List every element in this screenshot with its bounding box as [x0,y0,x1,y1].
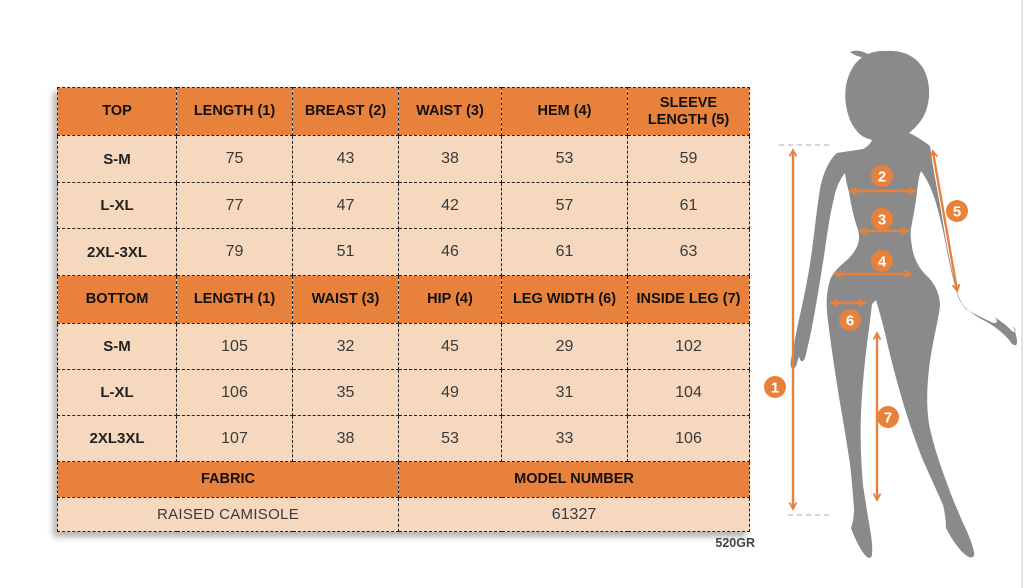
value-cell: 47 [292,182,399,229]
col-header-sleeve: SLEEVE LENGTH (5) [627,87,750,136]
col-header-length: LENGTH (1) [176,275,293,324]
col-header-inside-leg: INSIDE LEG (7) [627,275,750,324]
svg-text:5: 5 [953,204,961,221]
value-cell: 43 [292,135,399,183]
value-cell: 42 [398,182,502,229]
value-cell: 38 [292,415,399,462]
value-cell: 31 [501,369,628,416]
value-cell: 59 [627,135,750,183]
svg-text:1: 1 [771,380,779,397]
measurement-badge-5: 5 [946,200,968,222]
fabric-header: FABRIC [57,461,399,498]
guide-dashes [779,144,832,516]
value-cell: 107 [176,415,293,462]
model-number-value: 61327 [398,497,750,532]
col-header-top: TOP [57,87,177,136]
style-code-label: 520GR [715,536,755,550]
measurement-badge-7: 7 [877,406,899,428]
footer-header-row: FABRIC MODEL NUMBER [57,461,750,498]
value-cell: 102 [627,323,750,370]
value-cell: 105 [176,323,293,370]
value-cell: 53 [398,415,502,462]
svg-text:2: 2 [878,169,886,186]
value-cell: 104 [627,369,750,416]
col-header-hip: HIP (4) [398,275,502,324]
size-cell: S-M [57,323,177,370]
value-cell: 63 [627,228,750,276]
value-cell: 38 [398,135,502,183]
col-header-hem: HEM (4) [501,87,628,136]
table-row: 2XL-3XL 79 51 46 61 63 [57,228,750,276]
table-row: 2XL3XL 107 38 53 33 106 [57,415,750,462]
size-cell: L-XL [57,182,177,229]
female-silhouette-illustration [790,50,1017,558]
svg-text:3: 3 [878,212,886,229]
value-cell: 79 [176,228,293,276]
svg-text:4: 4 [878,254,887,271]
measurement-badge-1: 1 [764,376,786,398]
table-row: L-XL 106 35 49 31 104 [57,369,750,416]
value-cell: 61 [501,228,628,276]
measurement-badge-6: 6 [839,309,861,331]
table-row: S-M 75 43 38 53 59 [57,135,750,183]
value-cell: 33 [501,415,628,462]
value-cell: 45 [398,323,502,370]
value-cell: 57 [501,182,628,229]
measurement-badges: 1 2 3 4 5 6 7 [764,165,968,428]
col-header-waist: WAIST (3) [398,87,502,136]
measurement-badge-3: 3 [871,208,893,230]
value-cell: 75 [176,135,293,183]
value-cell: 46 [398,228,502,276]
col-header-breast: BREAST (2) [292,87,399,136]
col-header-leg-width: LEG WIDTH (6) [501,275,628,324]
col-header-length: LENGTH (1) [176,87,293,136]
measurement-badge-4: 4 [871,250,893,272]
size-chart-table: TOP LENGTH (1) BREAST (2) WAIST (3) HEM … [57,87,750,532]
value-cell: 32 [292,323,399,370]
bottom-header-row: BOTTOM LENGTH (1) WAIST (3) HIP (4) LEG … [57,275,750,324]
size-cell: 2XL3XL [57,415,177,462]
footer-value-row: RAISED CAMISOLE 61327 [57,497,750,532]
value-cell: 61 [627,182,750,229]
value-cell: 29 [501,323,628,370]
svg-text:7: 7 [884,410,892,427]
table-row: L-XL 77 47 42 57 61 [57,182,750,229]
measurement-badge-2: 2 [871,165,893,187]
size-cell: S-M [57,135,177,183]
size-cell: 2XL-3XL [57,228,177,276]
value-cell: 106 [176,369,293,416]
value-cell: 53 [501,135,628,183]
measurement-arrows [793,151,957,508]
fabric-value: RAISED CAMISOLE [57,497,399,532]
sleeve-arrow-5 [933,152,957,290]
table-row: S-M 105 32 45 29 102 [57,323,750,370]
silhouette-hair [845,50,930,142]
model-number-header: MODEL NUMBER [398,461,750,498]
col-header-waist: WAIST (3) [292,275,399,324]
size-cell: L-XL [57,369,177,416]
col-header-bottom: BOTTOM [57,275,177,324]
silhouette-body [790,127,1017,558]
value-cell: 106 [627,415,750,462]
top-header-row: TOP LENGTH (1) BREAST (2) WAIST (3) HEM … [57,87,750,136]
value-cell: 35 [292,369,399,416]
value-cell: 51 [292,228,399,276]
value-cell: 49 [398,369,502,416]
value-cell: 77 [176,182,293,229]
svg-text:6: 6 [846,313,854,330]
